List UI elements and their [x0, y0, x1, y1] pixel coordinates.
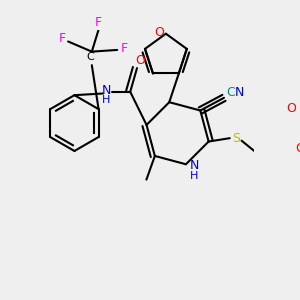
Text: H: H [102, 95, 111, 105]
Text: H: H [190, 171, 199, 181]
Text: C: C [86, 52, 94, 62]
Text: O: O [154, 26, 164, 38]
Text: F: F [120, 42, 128, 55]
Text: F: F [95, 16, 102, 28]
Text: N: N [235, 86, 244, 99]
Text: C: C [226, 86, 235, 99]
Text: O: O [286, 102, 296, 115]
Text: F: F [59, 32, 66, 45]
Text: N: N [102, 84, 111, 97]
Text: S: S [232, 132, 240, 145]
Text: O: O [295, 142, 300, 155]
Text: O: O [135, 54, 145, 67]
Text: N: N [190, 160, 199, 172]
